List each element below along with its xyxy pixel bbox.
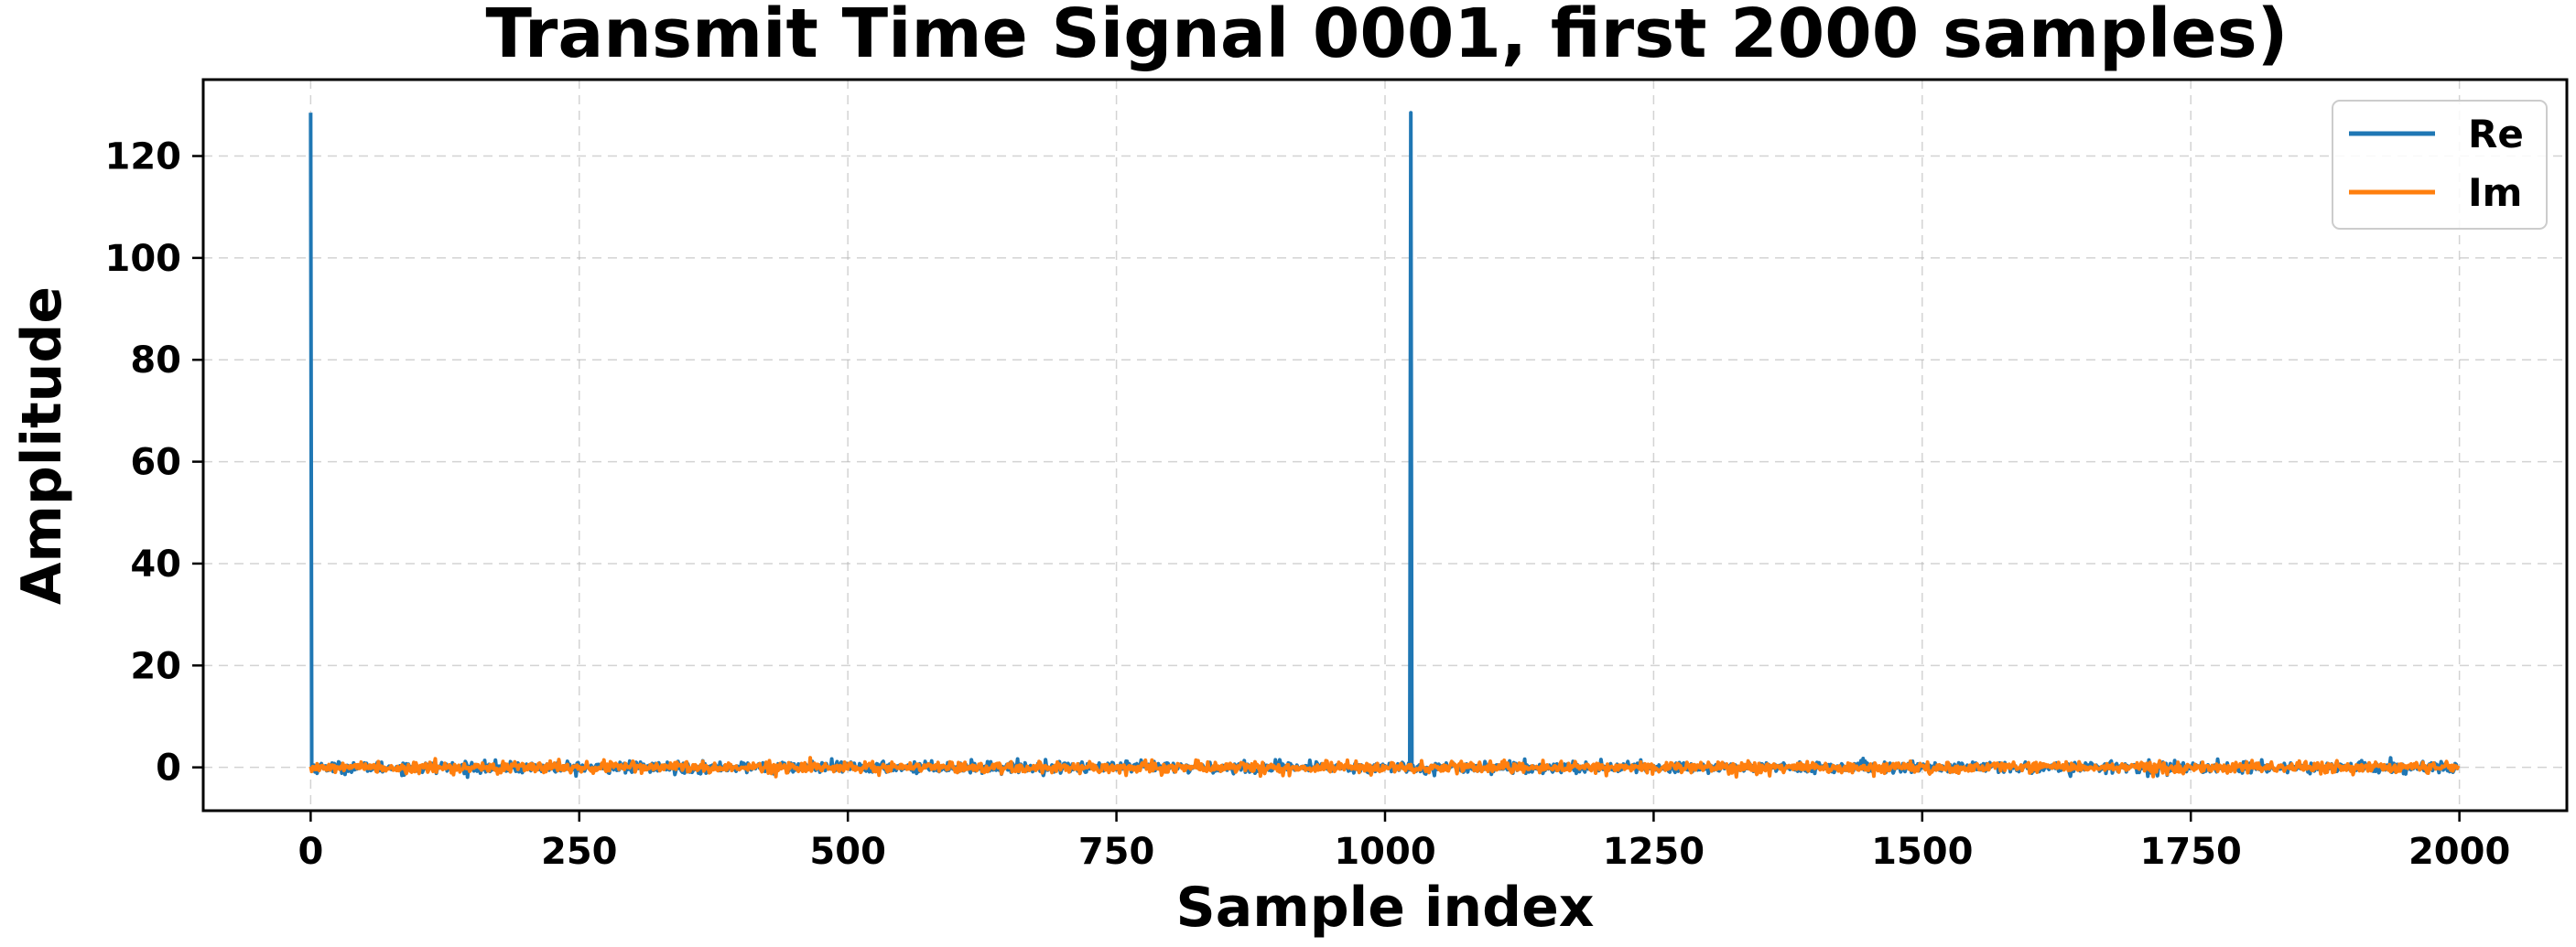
- y-tick-label: 120: [105, 136, 182, 178]
- chart-title: Transmit Time Signal 0001, first 2000 sa…: [486, 0, 2289, 73]
- y-tick-label: 40: [130, 543, 181, 586]
- y-tick-label: 100: [105, 238, 182, 280]
- x-tick-label: 1000: [1334, 831, 1435, 873]
- y-axis-label: Amplitude: [10, 286, 74, 605]
- x-tick-label: 0: [298, 831, 323, 873]
- legend-label-im: Im: [2468, 170, 2522, 215]
- x-axis-label: Sample index: [1176, 876, 1595, 940]
- x-tick-label: 2000: [2408, 831, 2510, 873]
- x-tick-label: 500: [809, 831, 886, 873]
- x-tick-label: 250: [541, 831, 618, 873]
- y-tick-label: 0: [156, 748, 181, 790]
- x-tick-label: 1750: [2140, 831, 2242, 873]
- legend-label-re: Re: [2468, 112, 2524, 156]
- plot-area: [308, 111, 2461, 780]
- legend: Re Im: [2332, 100, 2548, 230]
- y-axis-ticks: 0 20 40 60 80 100 120: [105, 136, 203, 790]
- y-tick-label: 20: [130, 645, 181, 687]
- x-tick-label: 750: [1078, 831, 1155, 873]
- y-tick-label: 60: [130, 442, 181, 484]
- series-line-im: [308, 756, 2461, 779]
- x-tick-label: 1500: [1871, 831, 1973, 873]
- x-axis-ticks: 0 250 500 750 1000 1250 1500 1750 2000: [298, 811, 2510, 873]
- y-tick-label: 80: [130, 339, 181, 382]
- x-tick-label: 1250: [1603, 831, 1705, 873]
